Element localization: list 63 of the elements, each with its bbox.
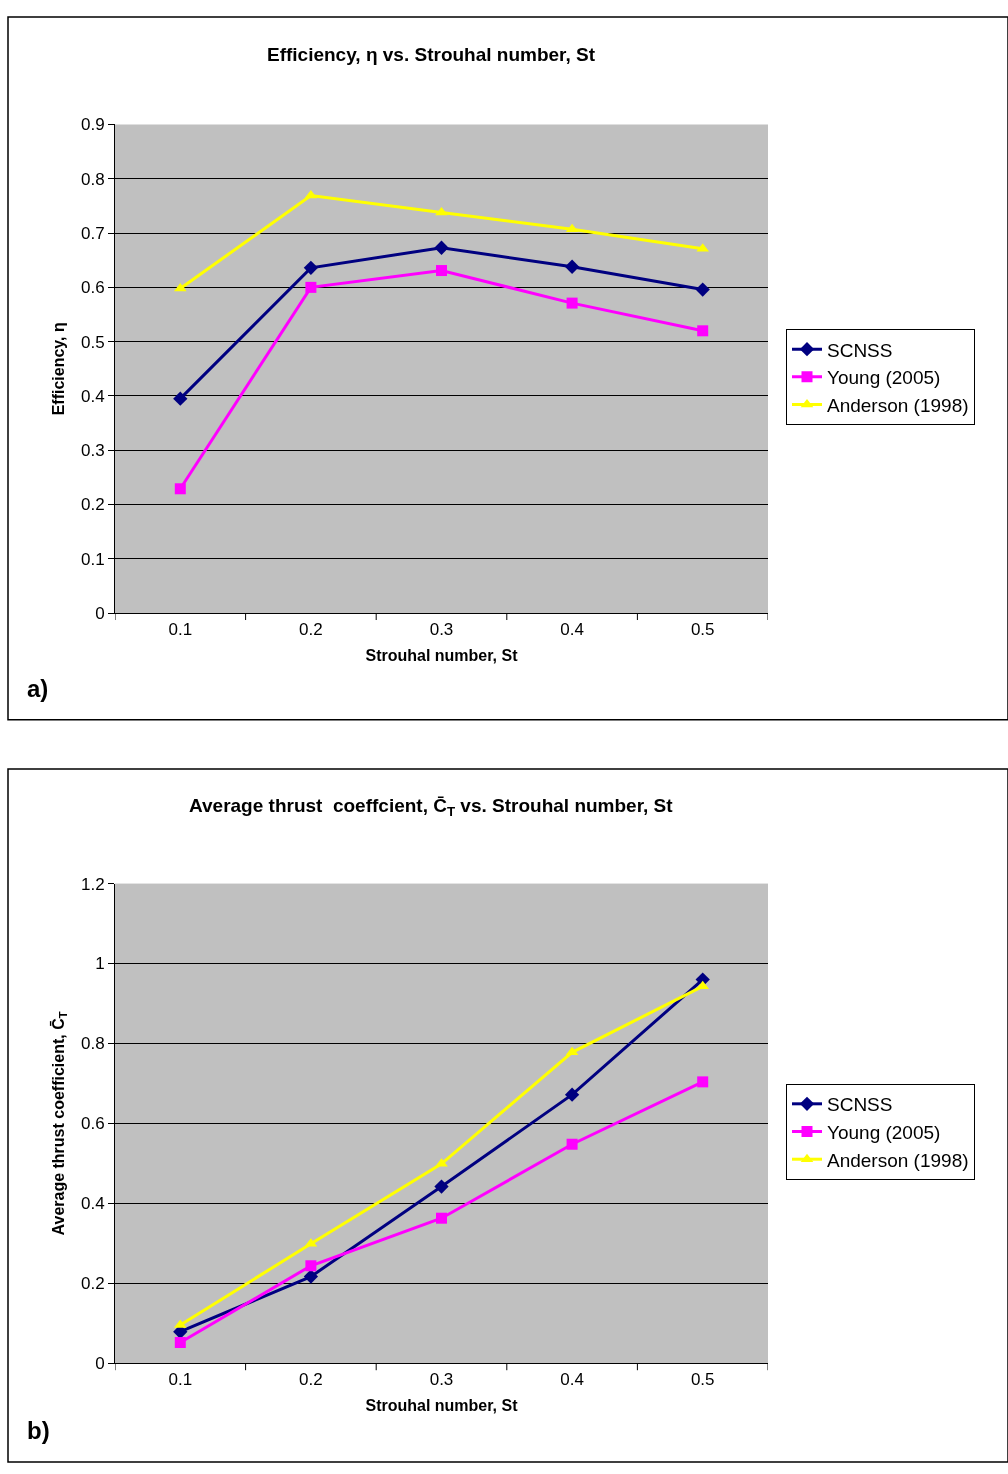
point (566, 297, 578, 309)
point (566, 1138, 578, 1150)
x-tick-label: 0.4 (560, 1369, 584, 1389)
point (564, 1087, 580, 1102)
legend-label: SCNSS (827, 339, 893, 361)
text: a) (27, 675, 49, 702)
text: b) (27, 1417, 50, 1444)
point (695, 282, 710, 297)
point (565, 223, 579, 233)
legend-label: Anderson (1998) (827, 394, 969, 416)
x-tick-label: 0.2 (299, 1369, 323, 1389)
point (565, 1046, 579, 1056)
legend-label: Young (2005) (827, 1121, 941, 1143)
point (303, 1269, 319, 1284)
x-tick-label: 0.3 (429, 619, 454, 639)
x-tick-label: 0.5 (690, 619, 715, 639)
point (173, 391, 188, 406)
y-tick-label: 0.6 (80, 1114, 105, 1134)
x-tick-label: 0.1 (168, 1369, 193, 1389)
point (436, 265, 447, 277)
y-tick-label: 0.2 (80, 1274, 105, 1294)
point (305, 1260, 317, 1272)
chart-title: Efficiency, η vs. Strouhal number, St (267, 44, 596, 65)
y-tick-label: 0.6 (80, 278, 105, 298)
point (435, 206, 448, 216)
point (434, 1179, 449, 1194)
y-tick-label: 0.2 (80, 495, 105, 515)
y-tick-label: 0.8 (80, 1034, 105, 1054)
x-tick-label: 0.2 (299, 619, 323, 639)
y-tick-label: 0.4 (80, 1194, 105, 1214)
y-tick-label: 0.1 (80, 549, 105, 569)
y-tick-label: 0.4 (80, 386, 105, 406)
y-tick-label: 0.5 (80, 332, 105, 352)
y-tick-label: 1 (95, 954, 105, 974)
legend-label: Anderson (1998) (827, 1149, 969, 1171)
y-tick-label: 0.7 (80, 224, 105, 244)
y-tick-label: 1.2 (80, 874, 105, 894)
point (564, 259, 580, 274)
x-axis-title: Strouhal number, St (365, 647, 519, 665)
point (697, 1076, 709, 1088)
legend-label: Young (2005) (827, 367, 941, 389)
point (303, 260, 319, 275)
x-axis-title: Strouhal number, St (365, 1397, 519, 1415)
point (173, 282, 187, 292)
point (174, 483, 186, 495)
point (434, 240, 449, 255)
chart-title: Average thrust coeffcient, C̄$_{T}$ vs. Strouhal number, St (189, 795, 674, 819)
y-tick-label: 0.9 (80, 115, 105, 135)
y-tick-label: 0.3 (80, 441, 105, 461)
x-tick-label: 0.3 (429, 1369, 454, 1389)
x-tick-label: 0.5 (690, 1369, 715, 1389)
x-tick-label: 0.4 (560, 619, 584, 639)
y-tick-label: 0 (95, 1354, 105, 1374)
point (436, 1212, 447, 1224)
point (696, 980, 710, 990)
point (697, 325, 709, 337)
point (305, 281, 317, 293)
y-tick-label: 0.8 (80, 169, 105, 189)
point (174, 1337, 186, 1349)
x-tick-label: 0.1 (168, 619, 193, 639)
y-axis-title: Efficiency, η (49, 322, 67, 416)
legend-label: SCNSS (827, 1094, 893, 1116)
y-tick-label: 0 (95, 604, 105, 624)
